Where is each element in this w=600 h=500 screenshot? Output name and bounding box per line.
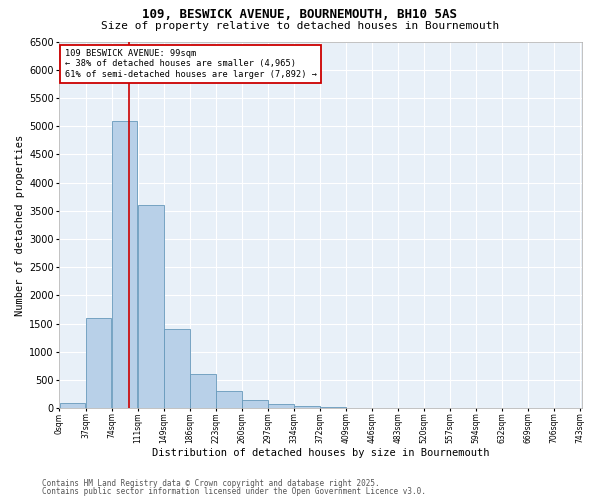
Bar — [86, 318, 112, 408]
Bar — [190, 374, 215, 408]
Bar — [294, 406, 320, 408]
Bar — [242, 400, 268, 408]
Bar — [268, 404, 294, 408]
Bar — [216, 392, 242, 408]
Text: 109 BESWICK AVENUE: 99sqm
← 38% of detached houses are smaller (4,965)
61% of se: 109 BESWICK AVENUE: 99sqm ← 38% of detac… — [65, 49, 317, 78]
Bar — [137, 205, 164, 408]
Text: Contains public sector information licensed under the Open Government Licence v3: Contains public sector information licen… — [42, 487, 426, 496]
Text: Contains HM Land Registry data © Crown copyright and database right 2025.: Contains HM Land Registry data © Crown c… — [42, 478, 380, 488]
Bar — [164, 330, 190, 408]
Text: 109, BESWICK AVENUE, BOURNEMOUTH, BH10 5AS: 109, BESWICK AVENUE, BOURNEMOUTH, BH10 5… — [143, 8, 458, 20]
Text: Size of property relative to detached houses in Bournemouth: Size of property relative to detached ho… — [101, 21, 499, 31]
Bar — [112, 120, 137, 408]
X-axis label: Distribution of detached houses by size in Bournemouth: Distribution of detached houses by size … — [152, 448, 490, 458]
Bar — [320, 407, 346, 408]
Bar — [59, 402, 85, 408]
Y-axis label: Number of detached properties: Number of detached properties — [15, 134, 25, 316]
